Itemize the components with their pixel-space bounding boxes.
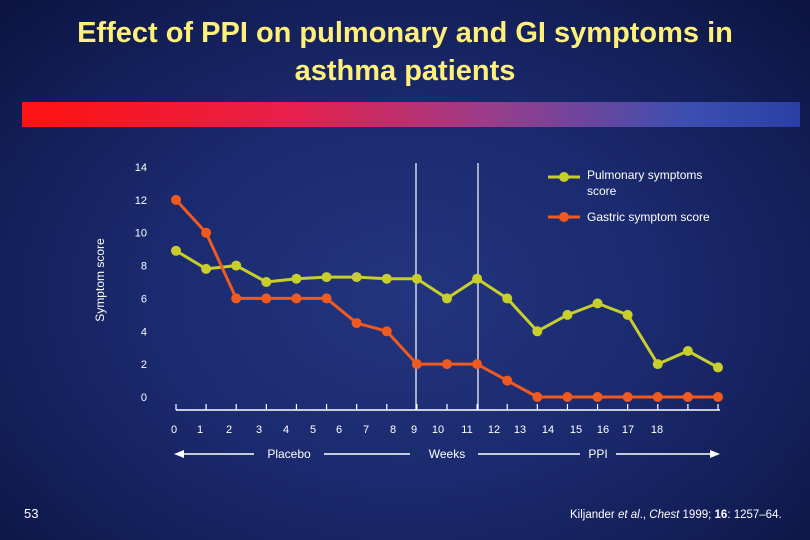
pulmonary-data-point (652, 359, 663, 370)
x-tick-label: 3 (256, 424, 262, 436)
slide-title-line-1: Effect of PPI on pulmonary and GI sympto… (77, 17, 733, 49)
x-tick-label: 6 (336, 424, 342, 436)
gastric-data-point (472, 359, 483, 370)
citation-pages: : 1257–64. (727, 509, 782, 521)
gastric-data-point (592, 392, 603, 402)
gastric-data-point (291, 293, 302, 304)
citation-year: 1999; (679, 509, 715, 521)
gastric-data-point (351, 318, 362, 329)
pulmonary-data-point (502, 293, 513, 304)
y-tick-label: 6 (141, 293, 147, 305)
x-tick-label: 7 (363, 424, 369, 436)
phase-label-placebo: Placebo (267, 447, 311, 461)
citation-journal: Chest (649, 509, 680, 521)
gastric-data-point (562, 392, 573, 402)
gastric-data-point (231, 293, 242, 304)
pulmonary-data-point (532, 326, 543, 337)
legend-swatch-marker (559, 172, 569, 182)
slide-title-line-2: asthma patients (294, 55, 516, 87)
x-tick-label: 4 (283, 424, 289, 436)
y-tick-label: 0 (141, 392, 147, 404)
y-tick-label: 10 (135, 228, 147, 240)
gastric-data-point (442, 359, 452, 370)
x-tick-label: 9 (411, 424, 417, 436)
gastric-data-point (502, 375, 513, 386)
pulmonary-data-point (713, 362, 723, 373)
phase-label-ppi: PPI (588, 447, 607, 461)
pulmonary-data-point (321, 272, 332, 283)
pulmonary-data-point (592, 298, 603, 309)
pulmonary-data-point (622, 309, 633, 320)
gastric-data-point (381, 326, 392, 337)
legend-label-pulmonary-cont: score (587, 184, 617, 198)
gastric-data-point (652, 392, 663, 402)
pulmonary-data-point (442, 293, 452, 304)
y-tick-label: 4 (141, 326, 147, 338)
x-tick-label: 0 (171, 424, 177, 436)
gastric-data-point (411, 359, 422, 370)
x-tick-label: 1 (197, 424, 203, 436)
y-axis-label: Symptom score (93, 238, 107, 322)
x-tick-label: 8 (390, 424, 396, 436)
gastric-data-point (261, 293, 272, 304)
y-tick-label: 2 (141, 359, 147, 371)
x-tick-label: 17 (622, 424, 634, 436)
phase-label-weeks: Weeks (429, 447, 465, 461)
pulmonary-data-point (351, 272, 362, 283)
pulmonary-series-line (175, 249, 719, 369)
legend-label-pulmonary: Pulmonary symptoms (587, 168, 702, 182)
x-tick-label: 10 (432, 424, 444, 436)
citation-volume: 16 (714, 509, 728, 521)
pulmonary-data-point (562, 309, 573, 320)
y-tick-label: 8 (141, 261, 147, 273)
pulmonary-data-point (231, 260, 242, 271)
x-tick-label: 18 (651, 424, 663, 436)
x-tick-label: 5 (310, 424, 316, 436)
gastric-data-point (532, 392, 543, 402)
x-tick-label: 15 (570, 424, 582, 436)
gastric-data-point (682, 392, 693, 402)
gastric-data-point (713, 392, 723, 402)
citation: Kiljander et al., Chest 1999; 16: 1257–6… (570, 509, 782, 521)
placebo-arrow-head (174, 450, 184, 458)
pulmonary-data-point (171, 245, 181, 256)
citation-authors: Kiljander (570, 509, 618, 521)
pulmonary-data-point (291, 273, 302, 284)
pulmonary-data-point (261, 277, 272, 287)
x-tick-label: 12 (488, 424, 500, 436)
pulmonary-data-point (411, 273, 422, 284)
x-tick-label: 2 (226, 424, 232, 436)
legend-swatch-marker (559, 212, 569, 222)
gastric-data-point (321, 293, 332, 304)
x-tick-label: 13 (514, 424, 526, 436)
pulmonary-data-point (201, 263, 212, 274)
citation-journal-prefix: ., (639, 509, 650, 521)
y-tick-label: 14 (135, 162, 147, 174)
title-gradient-bar (22, 102, 800, 127)
ppi-arrow-head (710, 450, 720, 458)
x-tick-label: 16 (597, 424, 609, 436)
x-tick-label: 14 (542, 424, 554, 436)
gastric-data-point (171, 194, 181, 205)
x-tick-label: 11 (461, 424, 472, 436)
slide-title: Effect of PPI on pulmonary and GI sympto… (0, 14, 810, 90)
gastric-data-point (201, 227, 212, 238)
gastric-data-point (622, 392, 633, 402)
pulmonary-data-point (381, 273, 392, 284)
y-tick-label: 12 (135, 195, 147, 207)
pulmonary-data-point (472, 273, 483, 284)
slide-number: 53 (24, 506, 39, 521)
citation-etal: et al (617, 509, 640, 521)
pulmonary-data-point (682, 346, 693, 356)
legend-label-gastric: Gastric symptom score (587, 210, 710, 224)
